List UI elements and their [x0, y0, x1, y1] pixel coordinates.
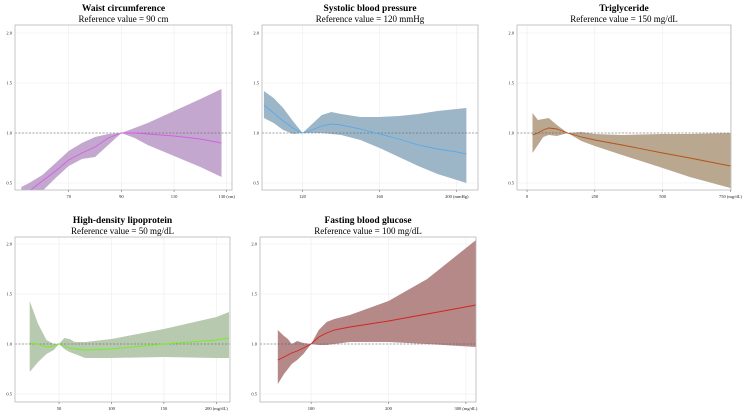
estimate-line — [29, 337, 230, 351]
panel-title: Triglyceride — [599, 4, 648, 14]
plot-frame — [14, 236, 231, 403]
plot-frame — [261, 24, 479, 191]
x-tick-label: 110 — [171, 194, 178, 199]
x-tick-label: 150 — [161, 406, 169, 411]
estimate-line — [29, 132, 222, 190]
confidence-band — [21, 89, 222, 190]
y-tick-label: 2.0 — [508, 31, 514, 36]
x-tick-label: 130 (cm) — [219, 194, 236, 199]
x-tick-label: 120 — [299, 194, 307, 199]
plot-frame — [259, 236, 477, 403]
confidence-band — [263, 91, 467, 183]
x-tick-label: 100 — [108, 406, 116, 411]
confidence-band — [277, 240, 476, 384]
panel-subtitle: Reference value = 90 cm — [78, 14, 168, 24]
y-tick-label: 1.0 — [6, 131, 12, 136]
x-tick-label: 300 (mg/dL) — [454, 406, 477, 411]
plot-marks — [15, 89, 232, 190]
confidence-band — [532, 113, 731, 188]
panel-title: Waist circumference — [82, 4, 165, 14]
x-tick-label: 500 — [659, 194, 667, 199]
panel-title: Systolic blood pressure — [323, 4, 416, 14]
x-tick-label: 0 — [526, 194, 529, 199]
y-tick-label: 1.5 — [253, 81, 259, 86]
plot-marks — [260, 240, 476, 384]
x-tick-label: 750 (mg/dL) — [719, 194, 742, 199]
y-tick-label: 0.5 — [6, 392, 12, 397]
plot-frame — [516, 24, 732, 191]
confidence-band — [29, 301, 230, 372]
y-tick-label: 2.0 — [6, 242, 12, 247]
y-tick-label: 1.5 — [6, 292, 12, 297]
y-tick-label: 1.0 — [6, 342, 12, 347]
y-tick-label: 1.5 — [508, 81, 514, 86]
estimate-line — [263, 104, 467, 155]
y-tick-label: 1.0 — [508, 131, 514, 136]
plot-marks — [15, 301, 230, 372]
estimate-line — [532, 127, 731, 167]
panel-subtitle: Reference value = 150 mg/dL — [570, 14, 678, 24]
y-tick-label: 0.5 — [508, 181, 514, 186]
estimate-line — [277, 304, 476, 361]
x-tick-label: 70 — [66, 194, 71, 199]
panel-subtitle: Reference value = 120 mmHg — [316, 14, 425, 24]
panel-subtitle: Reference value = 50 mg/dL — [71, 226, 174, 236]
y-tick-label: 2.0 — [251, 242, 257, 247]
panel-title: High-density lipoprotein — [73, 216, 173, 226]
x-tick-label: 100 — [308, 406, 316, 411]
panel-subtitle: Reference value = 100 mg/dL — [314, 226, 422, 236]
x-tick-label: 50 — [57, 406, 62, 411]
x-tick-label: 200 (mmHg) — [445, 194, 469, 199]
plot-frame — [14, 24, 233, 191]
y-tick-label: 1.5 — [6, 81, 12, 86]
plot-marks — [262, 91, 478, 183]
x-tick-label: 90 — [119, 194, 124, 199]
x-tick-label: 160 — [376, 194, 384, 199]
y-tick-label: 2.0 — [6, 31, 12, 36]
plot-marks — [517, 113, 731, 188]
y-tick-label: 0.5 — [6, 181, 12, 186]
x-tick-label: 200 — [385, 406, 393, 411]
y-tick-label: 0.5 — [253, 181, 259, 186]
y-tick-label: 2.0 — [253, 31, 259, 36]
y-tick-label: 1.0 — [253, 131, 259, 136]
panel-title: Fasting blood glucose — [324, 216, 411, 226]
x-tick-label: 250 — [591, 194, 599, 199]
y-tick-label: 0.5 — [251, 392, 257, 397]
y-tick-label: 1.0 — [251, 342, 257, 347]
y-tick-label: 1.5 — [251, 292, 257, 297]
x-tick-label: 200 (mg/dL) — [205, 406, 228, 411]
